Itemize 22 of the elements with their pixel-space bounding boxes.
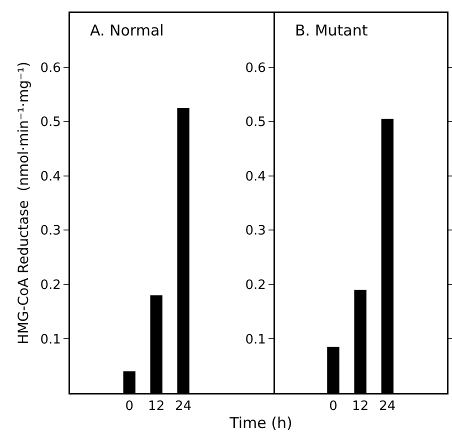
y-tick-label: 0.1 [245, 332, 266, 348]
y-tick-label: 0.5 [40, 115, 61, 130]
x-tick-label: 12 [148, 399, 165, 414]
x-axis-title: Time (h) [228, 414, 294, 432]
y-axis-title: HMG-CoA Reductase (nmol·min⁻¹·mg⁻¹) [16, 62, 32, 344]
x-tick-label: 0 [329, 399, 338, 414]
text: A. Normal [90, 21, 164, 40]
x-tick-label: 0 [125, 399, 134, 414]
x-tick-label: 12 [352, 399, 369, 414]
x-tick-label: 24 [175, 399, 192, 414]
y-tick-label: 0.3 [245, 224, 266, 239]
y-tick-label: 0.5 [245, 115, 266, 130]
y-tick-label: 0.4 [245, 169, 266, 184]
text: B. Mutant [295, 21, 368, 40]
y-tick-label: 0.6 [40, 60, 61, 76]
y-tick-label: 0.3 [40, 224, 61, 239]
y-tick-label: 0.4 [40, 169, 61, 184]
x-tick-label: 24 [379, 399, 396, 414]
y-tick-label: 0.6 [245, 60, 266, 76]
y-tick-label: 0.1 [40, 332, 61, 348]
y-tick-label: 0.2 [245, 278, 266, 293]
y-tick-label: 0.2 [40, 278, 61, 293]
